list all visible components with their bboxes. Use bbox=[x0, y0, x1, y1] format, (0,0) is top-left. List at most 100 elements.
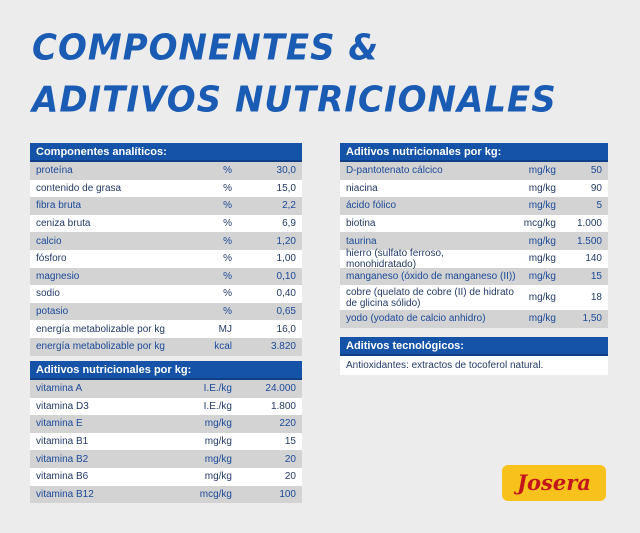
unit: mg/kg bbox=[528, 182, 556, 194]
unit: I.E./kg bbox=[203, 383, 232, 395]
table-row: energía metabolizable por kg MJ 16,0 bbox=[30, 320, 302, 338]
value: 1.000 bbox=[576, 218, 602, 230]
table-row: vitamina B1 mg/kg 15 bbox=[30, 433, 302, 451]
unit: % bbox=[223, 270, 232, 282]
unit: mcg/kg bbox=[523, 218, 556, 230]
analytic-table: Componentes analíticos: proteína% 30,0 con… bbox=[30, 143, 302, 356]
value: 18 bbox=[590, 292, 602, 304]
table-header: Componentes analíticos: bbox=[30, 143, 302, 162]
value: 30,0 bbox=[276, 165, 296, 177]
nutrient-name: cobre (quelato de cobre (II) de hidrato … bbox=[346, 286, 514, 309]
value: 20 bbox=[284, 471, 296, 483]
unit: mg/kg bbox=[204, 418, 232, 430]
unit: mg/kg bbox=[528, 165, 556, 177]
additives-table: Aditivos nutricionales por kg: D-pantote… bbox=[340, 143, 608, 328]
value: 1,20 bbox=[276, 235, 296, 247]
table-row: magnesio% 0,10 bbox=[30, 267, 302, 286]
unit: mg/kg bbox=[528, 313, 556, 325]
table-row: vitamina D3 I.E./kg 1.800 bbox=[30, 398, 302, 416]
value: 0,65 bbox=[276, 306, 296, 318]
tech-table: Aditivos tecnológicos: Antioxidantes: ex… bbox=[340, 337, 608, 375]
table-row: fibra bruta% 2,2 bbox=[30, 197, 302, 215]
nutrient-name: vitamina D3 bbox=[36, 400, 89, 412]
table-header: Aditivos nutricionales por kg: bbox=[30, 361, 302, 380]
table-row: ácido fólico mg/kg 5 bbox=[340, 197, 608, 215]
nutrient-name: magnesio bbox=[36, 270, 80, 282]
nutrient-name: vitamina B2 bbox=[36, 453, 89, 465]
nutrient-name: yodo (yodato de calcio anhidro) bbox=[346, 313, 486, 325]
value: 1,50 bbox=[582, 313, 602, 325]
value: 1.800 bbox=[270, 400, 296, 412]
table-row: taurina mg/kg 1.500 bbox=[340, 232, 608, 250]
table-row: vitamina B2 mg/kg 20 bbox=[30, 450, 302, 468]
nutrient-name: calcio bbox=[36, 235, 62, 247]
value: 2,2 bbox=[282, 200, 296, 212]
unit: kcal bbox=[214, 341, 232, 353]
nutrient-name: fibra bruta bbox=[36, 200, 82, 212]
nutrient-name: potasio bbox=[36, 306, 69, 318]
unit: I.E./kg bbox=[203, 400, 232, 412]
table-row: vitamina E mg/kg 220 bbox=[30, 415, 302, 433]
value: 15 bbox=[590, 270, 602, 282]
nutrient-name: vitamina B6 bbox=[36, 471, 89, 483]
josera-logo: Josera bbox=[502, 465, 606, 501]
unit: % bbox=[223, 306, 232, 318]
nutrient-name: ácido fólico bbox=[346, 200, 397, 212]
nutrient-name: vitamina B12 bbox=[36, 488, 94, 500]
value: 1,00 bbox=[276, 253, 296, 265]
table-row: vitamina B12 mcg/kg 100 bbox=[30, 485, 302, 504]
nutrient-name: niacina bbox=[346, 182, 378, 194]
table-row: cobre (quelato de cobre (II) de hidrato … bbox=[340, 285, 608, 310]
table-row: potasio% 0,65 bbox=[30, 302, 302, 321]
title-line-1: COMPONENTES & bbox=[32, 27, 380, 69]
value: 90 bbox=[590, 182, 602, 194]
unit: mg/kg bbox=[528, 270, 556, 282]
unit: % bbox=[223, 288, 232, 300]
table-row: niacina mg/kg 90 bbox=[340, 180, 608, 198]
nutrient-name: energía metabolizable por kg bbox=[36, 341, 165, 353]
table-row: calcio% 1,20 bbox=[30, 232, 302, 250]
unit: mg/kg bbox=[204, 471, 232, 483]
table-row: hierro (sulfato ferroso, monohidratado) m… bbox=[340, 248, 608, 270]
table-row: vitamina A I.E./kg 24.000 bbox=[30, 380, 302, 398]
unit: mg/kg bbox=[204, 436, 232, 448]
unit: % bbox=[223, 218, 232, 230]
unit: MJ bbox=[218, 323, 232, 335]
table-row: energía metabolizable por kg kcal 3.820 bbox=[30, 337, 302, 356]
value: 1.500 bbox=[576, 235, 602, 247]
table-row: manganeso (óxido de manganeso (II)) mg/kg… bbox=[340, 267, 608, 286]
table-row: proteína% 30,0 bbox=[30, 162, 302, 180]
table-row: fósforo% 1,00 bbox=[30, 250, 302, 268]
value: 140 bbox=[585, 253, 602, 265]
nutrient-name: taurina bbox=[346, 235, 377, 247]
title-line-2: ADITIVOS NUTRICIONALES bbox=[32, 79, 557, 121]
unit: mg/kg bbox=[528, 235, 556, 247]
nutrient-name: biotina bbox=[346, 218, 376, 230]
unit: mg/kg bbox=[528, 253, 556, 265]
unit: % bbox=[223, 235, 232, 247]
value: 0,40 bbox=[276, 288, 296, 300]
nutrient-name: manganeso (óxido de manganeso (II)) bbox=[346, 270, 516, 282]
vitamins-table: Aditivos nutricionales por kg: vitamina … bbox=[30, 361, 302, 504]
table-row: D-pantotenato cálcico mg/kg 50 bbox=[340, 162, 608, 180]
value: 15 bbox=[284, 436, 296, 448]
value: 0,10 bbox=[276, 270, 296, 282]
table-row: sodio% 0,40 bbox=[30, 285, 302, 303]
unit: % bbox=[223, 182, 232, 194]
nutrient-name: D-pantotenato cálcico bbox=[346, 165, 443, 177]
table-row: ceniza bruta% 6,9 bbox=[30, 215, 302, 233]
nutrient-name: vitamina B1 bbox=[36, 436, 89, 448]
value: 100 bbox=[279, 488, 296, 500]
nutrient-name: sodio bbox=[36, 288, 60, 300]
value: 16,0 bbox=[276, 323, 296, 335]
nutrient-name: contenido de grasa bbox=[36, 182, 122, 194]
nutrient-name: vitamina A bbox=[36, 383, 83, 395]
unit: mcg/kg bbox=[199, 488, 232, 500]
unit: mg/kg bbox=[528, 292, 556, 304]
table-row: contenido de grasa% 15,0 bbox=[30, 180, 302, 198]
value: 20 bbox=[284, 453, 296, 465]
unit: % bbox=[223, 253, 232, 265]
value: 220 bbox=[279, 418, 296, 430]
unit: % bbox=[223, 165, 232, 177]
value: 5 bbox=[596, 200, 602, 212]
